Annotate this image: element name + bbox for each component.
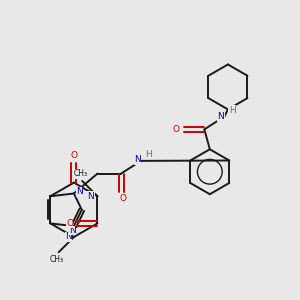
Text: CH₃: CH₃ — [50, 255, 64, 264]
Text: O: O — [173, 125, 180, 134]
Text: N: N — [88, 192, 94, 201]
Text: N: N — [134, 155, 141, 164]
Text: N: N — [65, 232, 72, 242]
Text: CH₃: CH₃ — [73, 169, 88, 178]
Text: N: N — [69, 226, 76, 235]
Text: H: H — [146, 150, 152, 159]
Text: O: O — [119, 194, 126, 203]
Text: N: N — [76, 187, 83, 196]
Text: H: H — [229, 106, 236, 115]
Text: O: O — [66, 219, 73, 228]
Text: N: N — [217, 112, 224, 121]
Text: O: O — [70, 151, 77, 160]
